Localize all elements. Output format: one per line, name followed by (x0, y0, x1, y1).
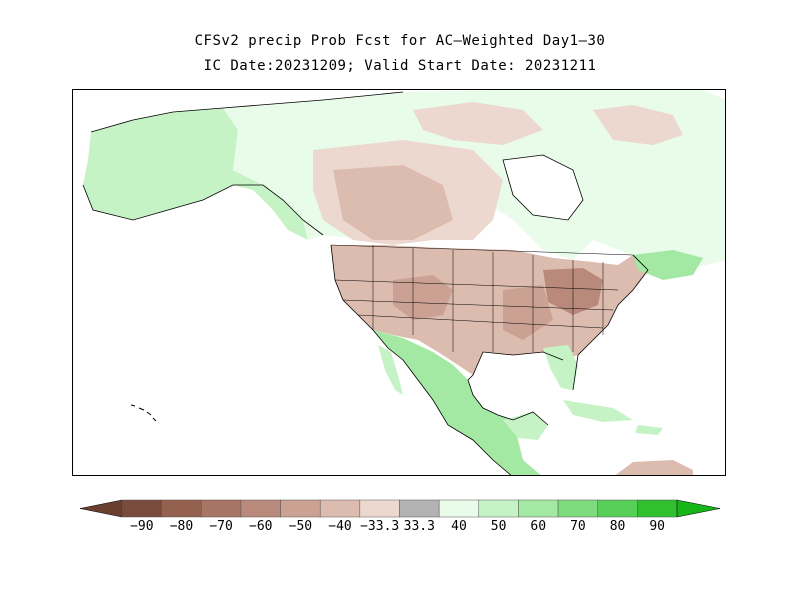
colorbar-bin-5 (319, 499, 361, 518)
colorbar-bin-11 (557, 499, 598, 518)
colorbar-tick-label: −90 (130, 519, 153, 534)
yucatan (503, 412, 548, 440)
colorbar-bin-10 (518, 499, 559, 518)
colorbar-bin-6 (359, 499, 400, 518)
colorbar-tick-label: −70 (209, 519, 232, 534)
colorbar-tick-label: 90 (649, 519, 665, 534)
colorbar-tick-label: −60 (249, 519, 272, 534)
alaska-region (83, 108, 308, 240)
colorbar-bin-8 (438, 499, 480, 518)
colorbar-tick-label: 70 (570, 519, 586, 534)
northeast-green (633, 250, 703, 280)
colorbar-tick-label: −33.3 (360, 519, 399, 534)
title-line-1: CFSv2 precip Prob Fcst for AC—Weighted D… (194, 33, 606, 49)
north-america-map (82, 90, 725, 475)
hawaii-islands (130, 404, 157, 422)
colorbar-low-arrow (79, 499, 123, 518)
colorbar-bin-2 (201, 499, 242, 518)
map-panel (72, 89, 726, 476)
title-line-2: IC Date:20231209; Valid Start Date: 2023… (203, 58, 597, 74)
colorbar-tick-label: 40 (451, 519, 467, 534)
caribbean-islands (563, 400, 663, 435)
colorbar-tick-label: 33.3 (404, 519, 435, 534)
canada-dry-core (333, 165, 453, 240)
colorbar-bin-1 (161, 499, 202, 518)
mexico-region (373, 330, 541, 475)
colorbar-bin-0 (121, 499, 162, 518)
usa-dry-core-west (393, 275, 453, 320)
colorbar-tick-label: 50 (491, 519, 507, 534)
colorbar-tick-label: 80 (610, 519, 626, 534)
colorbar-bin-3 (240, 499, 281, 518)
colorbar-bin-13 (637, 499, 678, 518)
colorbar-tick-label: −80 (170, 519, 193, 534)
colorbar-tick-label: 60 (530, 519, 546, 534)
colorbar-bin-7 (399, 499, 440, 518)
colorbar-bin-12 (597, 499, 638, 518)
colorbar-bin-4 (280, 499, 321, 518)
baja-peninsula (378, 345, 403, 395)
south-america-edge (615, 460, 693, 475)
hudson-bay (503, 155, 583, 220)
colorbar-bin-9 (478, 499, 519, 518)
colorbar-high-arrow (676, 499, 721, 518)
state-borders (330, 244, 634, 352)
arctic-dry-patches (413, 102, 683, 145)
colorbar-tick-label: −50 (289, 519, 312, 534)
colorbar-tick-label: −40 (328, 519, 351, 534)
southeast-green (543, 345, 578, 390)
usa-dry-east-band (503, 285, 553, 340)
